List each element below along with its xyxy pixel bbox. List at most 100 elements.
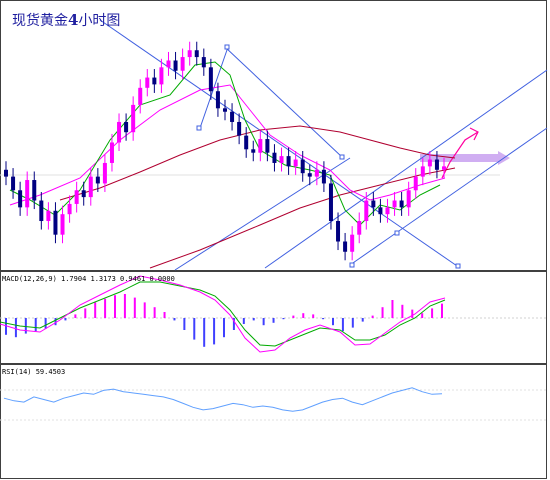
macd-bar <box>252 318 255 321</box>
candle <box>314 161 319 186</box>
channel-anchor-points <box>196 44 461 269</box>
rsi-label: RSI(14) 59.4503 <box>2 368 65 376</box>
macd-bar <box>94 302 97 318</box>
macd-bar <box>183 318 186 330</box>
candle <box>279 147 284 172</box>
candle <box>39 191 44 230</box>
candle <box>4 161 8 186</box>
macd-bar <box>173 318 176 321</box>
macd-bar <box>104 298 107 318</box>
candle <box>159 58 164 93</box>
macd-bar <box>153 307 156 318</box>
macd-bar <box>322 318 325 320</box>
macd-bar <box>421 313 424 318</box>
candle <box>25 171 30 216</box>
candle <box>74 181 79 213</box>
macd-bar <box>381 307 384 318</box>
macd-bar <box>5 318 7 335</box>
chart-title-number: 4 <box>68 11 78 29</box>
candle <box>399 191 404 216</box>
anchor-point <box>224 44 230 50</box>
candle <box>187 41 192 66</box>
candle <box>194 41 199 66</box>
candle <box>321 161 326 192</box>
candle <box>95 168 100 192</box>
downtrend-channel-inner <box>224 46 343 158</box>
candle <box>46 202 51 230</box>
candle <box>413 168 418 199</box>
candle <box>350 226 355 261</box>
macd-bar <box>292 315 295 318</box>
macd-bar <box>193 318 196 340</box>
candle <box>420 157 425 186</box>
candle <box>223 99 227 121</box>
candle <box>230 103 235 131</box>
candle <box>392 191 397 216</box>
candle <box>357 212 362 244</box>
candle <box>124 113 129 141</box>
macd-bar <box>34 318 37 332</box>
macd-bar <box>143 302 146 318</box>
candle <box>272 144 277 172</box>
macd-bar <box>282 318 285 320</box>
macd-bar <box>24 318 27 334</box>
candle <box>427 151 432 175</box>
candle <box>60 205 65 244</box>
candle <box>328 174 333 230</box>
candle <box>251 140 256 162</box>
macd-bar <box>44 318 47 329</box>
macd-bar <box>223 318 225 338</box>
macd-bar <box>123 294 126 318</box>
candle <box>237 113 242 145</box>
price-candles <box>4 41 446 261</box>
candle <box>180 48 185 80</box>
candle <box>265 130 270 162</box>
anchor-point <box>394 230 400 236</box>
macd-bar <box>242 318 245 324</box>
candle <box>81 181 86 206</box>
candle <box>258 130 263 162</box>
candle <box>293 151 298 175</box>
candle <box>109 133 114 172</box>
ma-fast-line <box>9 61 441 226</box>
macd-bar <box>302 313 305 318</box>
anchor-point <box>349 262 355 268</box>
candle <box>208 58 213 100</box>
macd-bar <box>431 308 434 318</box>
candle <box>18 181 23 216</box>
candle <box>307 164 312 186</box>
resistance-band <box>420 154 498 162</box>
candle <box>201 48 206 76</box>
candle <box>145 69 150 97</box>
candle <box>88 168 93 206</box>
ma-mid-line <box>9 84 446 206</box>
anchor-point <box>339 154 345 160</box>
macd-bar <box>163 312 166 318</box>
candle <box>215 82 220 117</box>
uptrend-channel-lower <box>349 127 548 266</box>
candle <box>371 191 376 216</box>
candle <box>131 96 136 141</box>
macd-bar <box>441 303 443 318</box>
macd-bar <box>391 300 394 318</box>
ma-slow-line <box>59 125 456 201</box>
candle <box>364 191 369 230</box>
candle <box>442 157 446 179</box>
candle <box>11 168 16 199</box>
candle <box>406 181 411 216</box>
macd-bar <box>332 318 334 326</box>
candle <box>152 69 157 93</box>
macd-bar <box>262 318 265 326</box>
candle <box>117 113 122 151</box>
macd-bar <box>84 308 87 318</box>
macd-bar <box>341 318 344 332</box>
macd-bar <box>74 314 77 318</box>
macd-signal-line <box>0 281 446 347</box>
macd-bar <box>401 304 404 318</box>
macd-label: MACD(12,26,9) 1.7904 1.3173 0.9461 0.000… <box>2 275 175 283</box>
macd-bar <box>312 314 315 318</box>
downtrend-channel-upper <box>99 19 461 269</box>
